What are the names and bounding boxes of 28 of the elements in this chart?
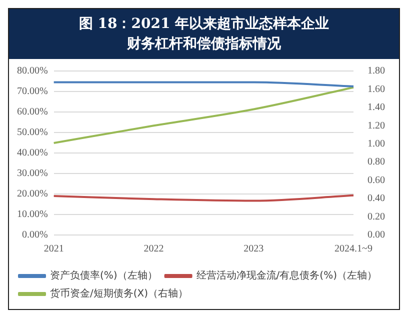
y2-tick-label: 0.60 bbox=[368, 174, 385, 186]
legend-label: 经营活动净现金流/有息债务(%)（左轴） bbox=[196, 270, 377, 282]
legend-label: 货币资金/短期债务(X)（右轴） bbox=[50, 288, 188, 300]
y2-tick-label: 1.80 bbox=[368, 66, 385, 77]
x-tick-label: 2023 bbox=[244, 244, 264, 255]
line-series bbox=[52, 86, 354, 144]
y2-tick-label: 0.80 bbox=[368, 156, 385, 168]
y2-tick-label: 1.00 bbox=[368, 138, 385, 150]
y-tick-label: 80.00% bbox=[16, 66, 48, 77]
x-tick-label: 2021 bbox=[44, 244, 64, 255]
y-tick-label: 20.00% bbox=[16, 188, 48, 200]
y-tick-label: 50.00% bbox=[16, 127, 48, 138]
y-tick-label: 40.00% bbox=[16, 148, 48, 159]
y-tick-label: 0.00% bbox=[22, 230, 48, 241]
y2-tick-label: 0.00 bbox=[368, 230, 385, 241]
chart-title: 图 18：2021 年以来超市业态样本企业财务杠杆和偿债指标情况 bbox=[78, 14, 330, 54]
y-tick-label: 60.00% bbox=[16, 106, 48, 118]
x-tick-label: 2022 bbox=[144, 244, 164, 255]
legend-label: 资产负债率(%)（左轴） bbox=[50, 270, 158, 282]
y-tick-label: 30.00% bbox=[16, 168, 48, 180]
y2-tick-label: 1.20 bbox=[368, 120, 385, 132]
y2-tick-label: 0.40 bbox=[368, 193, 385, 204]
y-tick-label: 10.00% bbox=[16, 209, 48, 220]
y2-tick-label: 1.40 bbox=[368, 102, 385, 114]
y-tick-label: 70.00% bbox=[16, 86, 48, 98]
y2-tick-label: 0.20 bbox=[368, 211, 385, 222]
y2-tick-label: 1.60 bbox=[368, 84, 385, 95]
x-tick-label: 2024.1~9 bbox=[334, 244, 372, 255]
